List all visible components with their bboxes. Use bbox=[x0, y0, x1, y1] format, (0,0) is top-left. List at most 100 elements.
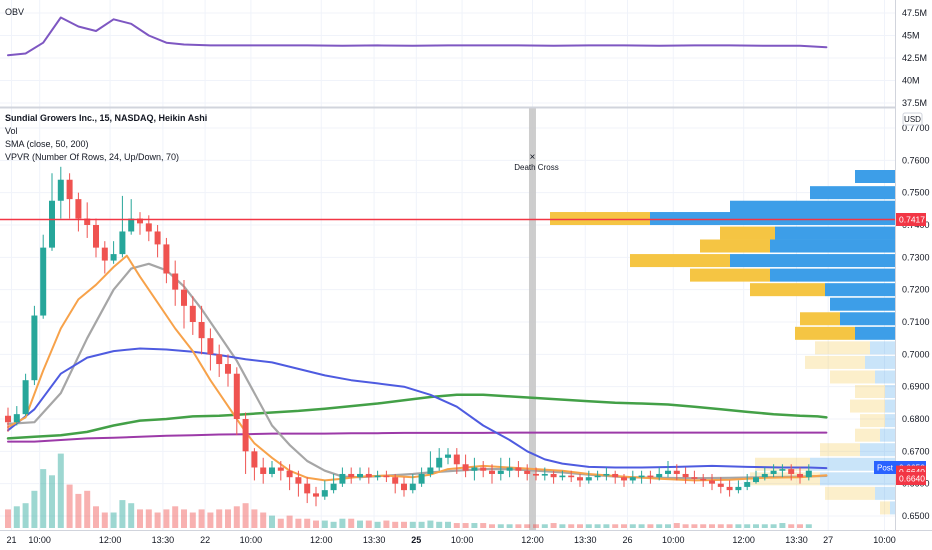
candle-body[interactable] bbox=[357, 473, 363, 478]
candle-body[interactable] bbox=[330, 483, 337, 491]
candle-body[interactable] bbox=[66, 179, 73, 200]
death-cross-marker[interactable]: × bbox=[530, 152, 536, 163]
indicator-vpvr-legend[interactable]: VPVR (Number Of Rows, 24, Up/Down, 70) bbox=[5, 152, 179, 162]
candle-body[interactable] bbox=[189, 305, 196, 322]
candle-body[interactable] bbox=[260, 467, 267, 474]
candle-body[interactable] bbox=[5, 415, 11, 423]
candle-body[interactable] bbox=[524, 470, 531, 474]
candle-body[interactable] bbox=[22, 380, 29, 415]
candle-body[interactable] bbox=[93, 225, 99, 248]
candle-body[interactable] bbox=[216, 354, 223, 365]
candle-body[interactable] bbox=[225, 364, 231, 374]
candle-body[interactable] bbox=[753, 477, 759, 483]
candle-body[interactable] bbox=[207, 338, 214, 355]
candle-body[interactable] bbox=[40, 247, 47, 316]
candle-body[interactable] bbox=[638, 475, 645, 478]
candle-body[interactable] bbox=[550, 473, 557, 478]
candle-body[interactable] bbox=[374, 475, 381, 478]
candle-body[interactable] bbox=[665, 470, 671, 474]
candle-body[interactable] bbox=[145, 223, 152, 232]
candle-body[interactable] bbox=[533, 473, 539, 476]
candle-body[interactable] bbox=[700, 478, 707, 481]
candle-body[interactable] bbox=[673, 470, 680, 474]
candle-body[interactable] bbox=[805, 470, 812, 478]
candle-body[interactable] bbox=[119, 231, 126, 255]
symbol-title[interactable]: Sundial Growers Inc., 15, NASDAQ, Heikin… bbox=[5, 113, 207, 123]
candle-body[interactable] bbox=[735, 486, 742, 491]
candle-body[interactable] bbox=[13, 414, 20, 423]
candle-body[interactable] bbox=[480, 467, 487, 471]
candle-body[interactable] bbox=[541, 473, 548, 476]
candle-body[interactable] bbox=[418, 473, 425, 484]
candle-body[interactable] bbox=[137, 218, 143, 224]
candle-body[interactable] bbox=[295, 477, 302, 484]
candle-body[interactable] bbox=[304, 483, 311, 494]
candle-body[interactable] bbox=[453, 454, 460, 465]
candle-body[interactable] bbox=[709, 480, 715, 484]
candle-body[interactable] bbox=[277, 467, 284, 471]
candle-body[interactable] bbox=[365, 473, 372, 478]
candle-body[interactable] bbox=[392, 477, 399, 484]
candle-body[interactable] bbox=[57, 179, 64, 201]
indicator-vol-legend[interactable]: Vol bbox=[5, 126, 18, 136]
indicator-sma-legend[interactable]: SMA (close, 50, 200) bbox=[5, 139, 89, 149]
candle-body[interactable] bbox=[313, 493, 319, 497]
candle-body[interactable] bbox=[629, 477, 636, 481]
candle-body[interactable] bbox=[770, 470, 777, 474]
candle-body[interactable] bbox=[603, 473, 610, 476]
candle-body[interactable] bbox=[49, 200, 55, 248]
candle-body[interactable] bbox=[621, 477, 627, 481]
candle-body[interactable] bbox=[84, 218, 91, 225]
candle-body[interactable] bbox=[427, 467, 434, 474]
candle-body[interactable] bbox=[577, 477, 583, 481]
candle-body[interactable] bbox=[761, 473, 768, 478]
candle-body[interactable] bbox=[286, 470, 293, 478]
candle-body[interactable] bbox=[401, 483, 407, 491]
candlesticks[interactable] bbox=[5, 166, 812, 507]
candle-body[interactable] bbox=[462, 464, 469, 471]
candle-body[interactable] bbox=[251, 451, 258, 468]
candle-body[interactable] bbox=[409, 483, 416, 491]
candle-body[interactable] bbox=[471, 467, 478, 471]
obv-legend[interactable]: OBV bbox=[5, 7, 24, 17]
candle-body[interactable] bbox=[75, 199, 82, 219]
candle-body[interactable] bbox=[585, 477, 592, 481]
candle-body[interactable] bbox=[110, 254, 117, 261]
candle-body[interactable] bbox=[489, 470, 495, 474]
candle-body[interactable] bbox=[788, 469, 795, 474]
axes[interactable]: 0.77000.76000.75000.74000.73000.72000.71… bbox=[7, 8, 930, 545]
candle-body[interactable] bbox=[321, 490, 328, 497]
candle-body[interactable] bbox=[612, 473, 619, 478]
candle-body[interactable] bbox=[233, 373, 240, 419]
candle-body[interactable] bbox=[744, 482, 751, 487]
candle-body[interactable] bbox=[181, 289, 187, 306]
candle-body[interactable] bbox=[348, 473, 355, 478]
candle-body[interactable] bbox=[198, 322, 205, 339]
candle-body[interactable] bbox=[506, 467, 513, 471]
currency-badge[interactable] bbox=[902, 112, 923, 126]
candle-body[interactable] bbox=[568, 475, 575, 478]
candle-body[interactable] bbox=[656, 473, 663, 478]
candle-body[interactable] bbox=[497, 470, 504, 474]
candle-body[interactable] bbox=[269, 467, 275, 474]
candle-body[interactable] bbox=[128, 218, 135, 232]
candle-body[interactable] bbox=[383, 475, 390, 478]
candle-body[interactable] bbox=[691, 477, 698, 479]
candle-body[interactable] bbox=[242, 419, 249, 452]
candle-body[interactable] bbox=[154, 231, 161, 245]
candle-body[interactable] bbox=[717, 483, 724, 487]
candle-body[interactable] bbox=[339, 473, 346, 484]
candle-body[interactable] bbox=[779, 469, 786, 471]
candle-body[interactable] bbox=[594, 475, 601, 478]
candle-body[interactable] bbox=[515, 467, 522, 471]
candle-body[interactable] bbox=[647, 475, 654, 478]
candle-body[interactable] bbox=[31, 315, 38, 381]
candle-body[interactable] bbox=[436, 457, 443, 468]
candle-body[interactable] bbox=[172, 273, 179, 290]
candle-body[interactable] bbox=[726, 486, 733, 491]
candle-body[interactable] bbox=[797, 473, 803, 478]
candle-body[interactable] bbox=[163, 244, 170, 274]
candle-body[interactable] bbox=[559, 475, 566, 478]
candle-body[interactable] bbox=[101, 247, 108, 261]
